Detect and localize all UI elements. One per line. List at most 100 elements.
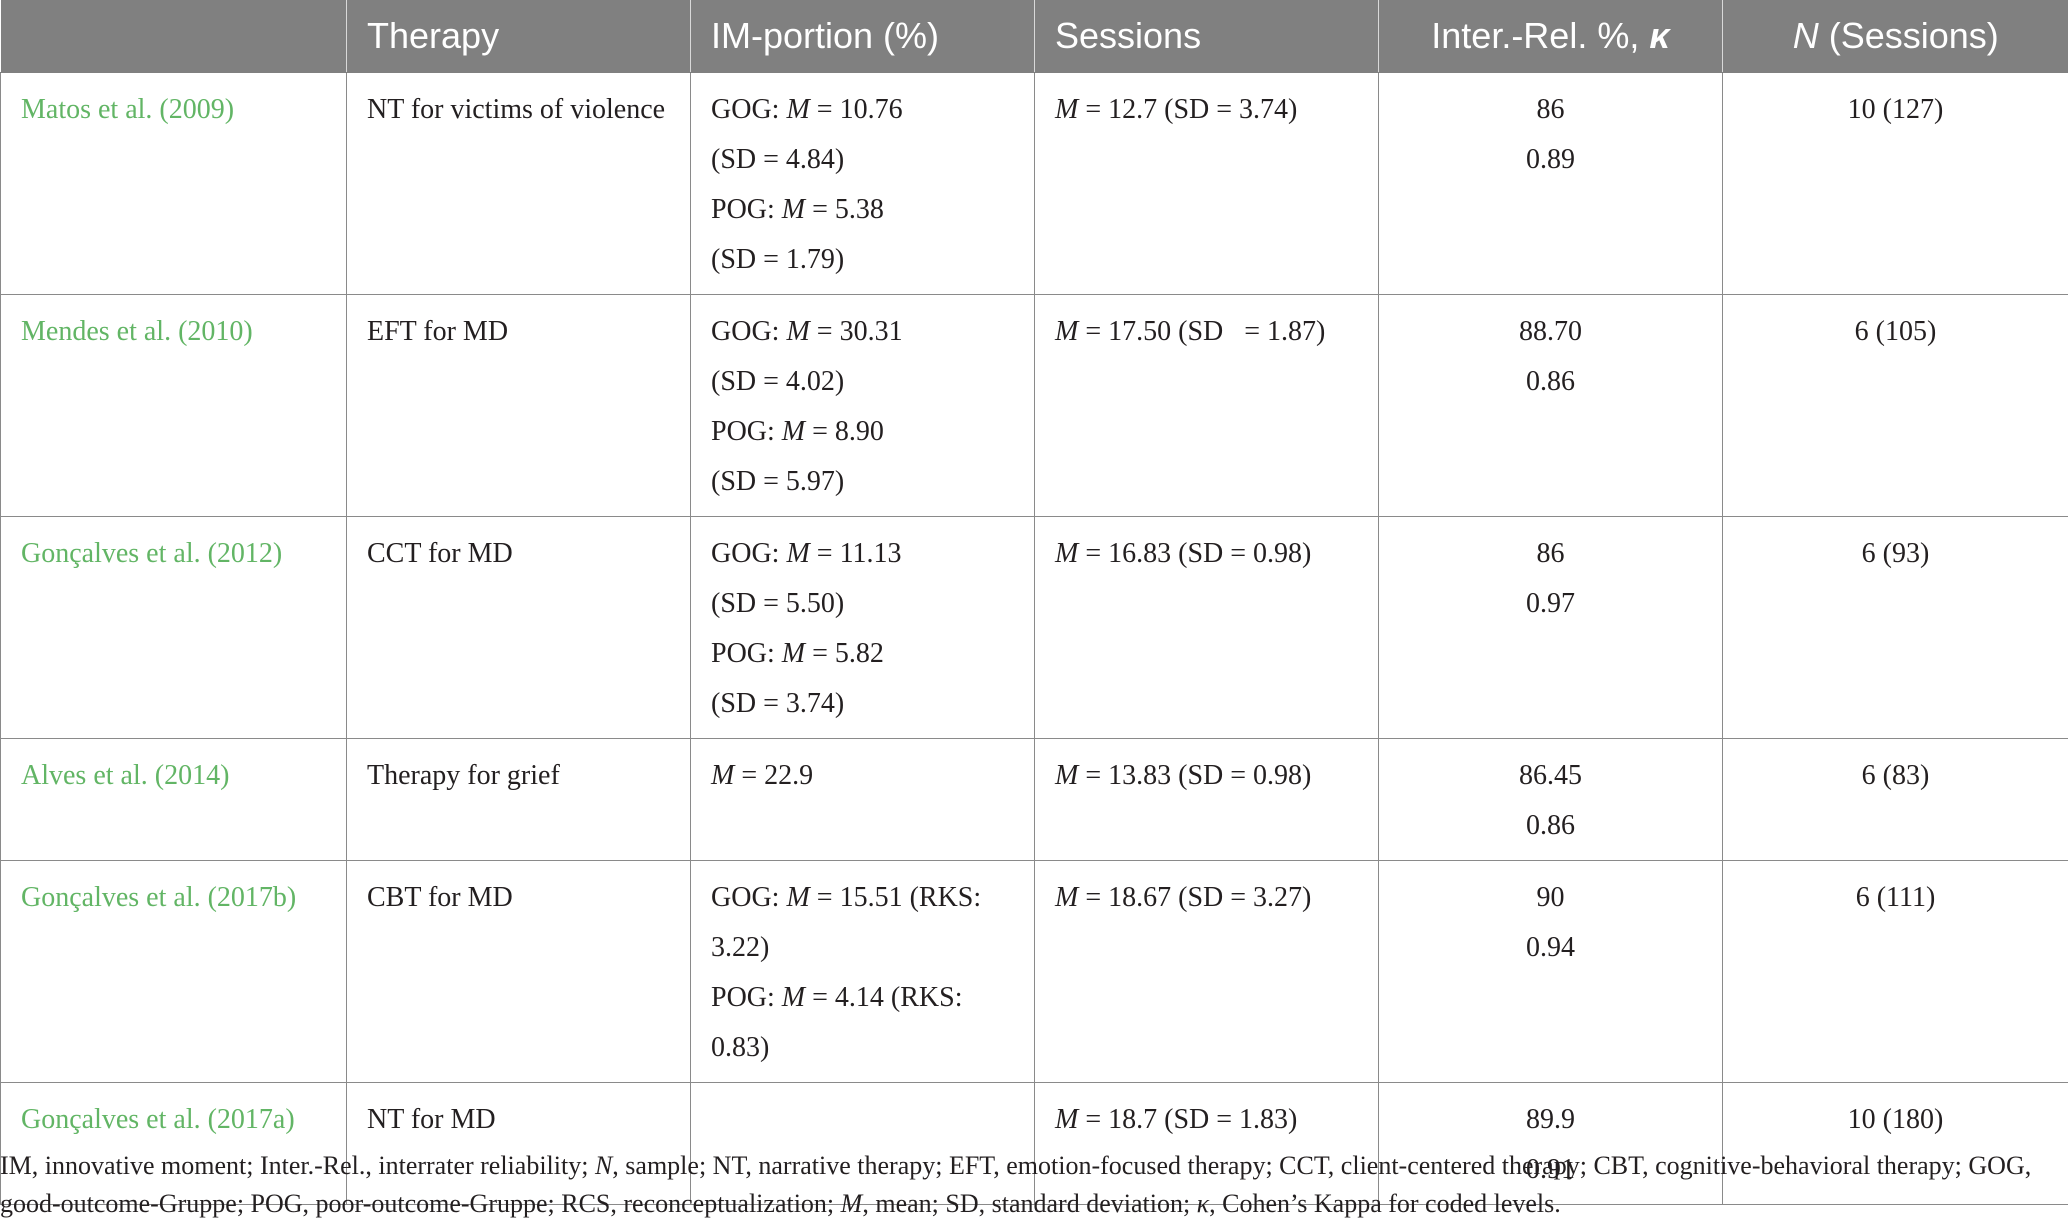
sessions-value: = 12.7 (SD = 3.74) bbox=[1078, 94, 1298, 125]
im-line: GOG: M = 30.31 bbox=[711, 307, 1014, 357]
study-link[interactable]: Gonçalves et al. (2017b) bbox=[0, 860, 347, 1083]
sessions-value: = 13.83 (SD = 0.98) bbox=[1078, 760, 1312, 791]
study-link[interactable]: Alves et al. (2014) bbox=[0, 738, 347, 861]
im-group-label: GOG: bbox=[711, 882, 787, 913]
im-value: = 5.38 bbox=[805, 194, 884, 225]
im-mean-symbol: M bbox=[786, 94, 810, 125]
footnote-kappa-symbol: κ bbox=[1196, 1189, 1210, 1218]
therapy-cell: CCT for MD bbox=[346, 516, 691, 739]
im-line: (SD = 1.79) bbox=[711, 244, 845, 275]
footnote-m-symbol: M bbox=[840, 1189, 863, 1218]
im-portion-cell: GOG: M = 10.76 (SD = 4.84) POG: M = 5.38… bbox=[690, 72, 1035, 295]
im-portion-cell: GOG: M = 30.31 (SD = 4.02) POG: M = 8.90… bbox=[690, 294, 1035, 517]
table-row: Gonçalves et al. (2017a) NT for MD M = 1… bbox=[0, 1082, 2068, 1205]
im-line: GOG: M = 10.76 bbox=[711, 85, 1014, 135]
sessions-cell: M = 17.50 (SD = 1.87) bbox=[1034, 294, 1379, 517]
header-inter-rel: Inter.-Rel. %, κ bbox=[1378, 0, 1723, 73]
inter-rel-percent: 89.9 bbox=[1526, 1104, 1575, 1135]
im-line: POG: M = 5.38 bbox=[711, 185, 1014, 235]
therapy-cell: EFT for MD bbox=[346, 294, 691, 517]
sessions-mean-symbol: M bbox=[1055, 316, 1079, 347]
im-line: (SD = 5.97) bbox=[711, 466, 845, 497]
n-sessions-cell: 10 (180) bbox=[1722, 1082, 2068, 1205]
im-value: = 30.31 bbox=[809, 316, 903, 347]
im-group-label: GOG: bbox=[711, 316, 787, 347]
table-row: Matos et al. (2009) NT for victims of vi… bbox=[0, 72, 2068, 295]
inter-rel-cell: 88.70 0.86 bbox=[1378, 294, 1723, 517]
n-sessions-cell: 6 (111) bbox=[1722, 860, 2068, 1083]
therapy-cell: Therapy for grief bbox=[346, 738, 691, 861]
footnote-text: , mean; SD, standard deviation; bbox=[862, 1189, 1197, 1218]
header-n-sessions: N (Sessions) bbox=[1722, 0, 2068, 73]
im-value: = 5.82 bbox=[805, 638, 884, 669]
im-mean-symbol: M bbox=[711, 760, 735, 791]
sessions-value: = 16.83 (SD = 0.98) bbox=[1078, 538, 1312, 569]
study-link[interactable]: Mendes et al. (2010) bbox=[0, 294, 347, 517]
inter-rel-cell: 89.9 0.91 bbox=[1378, 1082, 1723, 1205]
im-mean-symbol: M bbox=[786, 538, 810, 569]
sessions-value: = 18.7 (SD = 1.83) bbox=[1078, 1104, 1298, 1135]
therapy-cell: CBT for MD bbox=[346, 860, 691, 1083]
im-portion-cell: GOG: M = 15.51 (RKS: 3.22) POG: M = 4.14… bbox=[690, 860, 1035, 1083]
study-link[interactable]: Gonçalves et al. (2012) bbox=[0, 516, 347, 739]
n-sessions-cell: 6 (105) bbox=[1722, 294, 2068, 517]
im-line: 3.22) bbox=[711, 932, 770, 963]
header-study bbox=[0, 0, 347, 73]
header-sessions: Sessions bbox=[1034, 0, 1379, 73]
im-line: POG: M = 4.14 (RKS: bbox=[711, 973, 1014, 1023]
sessions-cell: M = 12.7 (SD = 3.74) bbox=[1034, 72, 1379, 295]
im-line: POG: M = 5.82 bbox=[711, 629, 1014, 679]
sessions-cell: M = 13.83 (SD = 0.98) bbox=[1034, 738, 1379, 861]
im-value: = 22.9 bbox=[734, 760, 814, 791]
im-group-label: POG: bbox=[711, 194, 782, 225]
inter-rel-kappa: 0.86 bbox=[1526, 810, 1575, 841]
im-mean-symbol: M bbox=[781, 638, 806, 669]
sessions-mean-symbol: M bbox=[1055, 1104, 1079, 1135]
study-link[interactable]: Matos et al. (2009) bbox=[0, 72, 347, 295]
header-inter-rel-text: Inter.-Rel. %, bbox=[1431, 15, 1650, 56]
sessions-cell: M = 18.67 (SD = 3.27) bbox=[1034, 860, 1379, 1083]
inter-rel-percent: 86.45 bbox=[1519, 760, 1582, 791]
table-row: Alves et al. (2014) Therapy for grief M … bbox=[0, 738, 2068, 861]
im-value: = 11.13 bbox=[809, 538, 902, 569]
im-line: POG: M = 8.90 bbox=[711, 407, 1014, 457]
inter-rel-percent: 86 bbox=[1536, 538, 1565, 569]
im-line: 0.83) bbox=[711, 1032, 770, 1063]
im-mean-symbol: M bbox=[786, 316, 810, 347]
n-sessions-cell: 6 (93) bbox=[1722, 516, 2068, 739]
inter-rel-cell: 86.45 0.86 bbox=[1378, 738, 1723, 861]
im-line: (SD = 3.74) bbox=[711, 688, 845, 719]
im-line: (SD = 4.84) bbox=[711, 144, 845, 175]
studies-table: Therapy IM-portion (%) Sessions Inter.-R… bbox=[0, 0, 2068, 1205]
im-portion-cell: GOG: M = 11.13 (SD = 5.50) POG: M = 5.82… bbox=[690, 516, 1035, 739]
therapy-cell: NT for MD bbox=[346, 1082, 691, 1205]
im-line: (SD = 4.02) bbox=[711, 366, 845, 397]
inter-rel-cell: 86 0.89 bbox=[1378, 72, 1723, 295]
sessions-mean-symbol: M bbox=[1055, 760, 1079, 791]
inter-rel-percent: 88.70 bbox=[1519, 316, 1582, 347]
table-row: Mendes et al. (2010) EFT for MD GOG: M =… bbox=[0, 294, 2068, 517]
sessions-value: = 18.67 (SD = 3.27) bbox=[1078, 882, 1312, 913]
sessions-cell: M = 18.7 (SD = 1.83) bbox=[1034, 1082, 1379, 1205]
therapy-cell: NT for victims of violence bbox=[346, 72, 691, 295]
inter-rel-kappa: 0.89 bbox=[1526, 144, 1575, 175]
im-value: = 10.76 bbox=[809, 94, 903, 125]
table-row: Gonçalves et al. (2017b) CBT for MD GOG:… bbox=[0, 860, 2068, 1083]
table-body: Matos et al. (2009) NT for victims of vi… bbox=[0, 72, 2068, 1205]
footnote-text: IM, innovative moment; Inter.-Rel., inte… bbox=[0, 1151, 595, 1180]
inter-rel-kappa: 0.86 bbox=[1526, 366, 1575, 397]
table-header: Therapy IM-portion (%) Sessions Inter.-R… bbox=[0, 0, 2068, 73]
inter-rel-kappa: 0.97 bbox=[1526, 588, 1575, 619]
im-group-label: GOG: bbox=[711, 94, 787, 125]
im-group-label: GOG: bbox=[711, 538, 787, 569]
table-row: Gonçalves et al. (2012) CCT for MD GOG: … bbox=[0, 516, 2068, 739]
im-value: = 4.14 (RKS: bbox=[805, 982, 963, 1013]
n-sessions-cell: 6 (83) bbox=[1722, 738, 2068, 861]
footnote-n-symbol: N bbox=[594, 1151, 613, 1180]
sessions-value: = 17.50 (SD = 1.87) bbox=[1078, 316, 1326, 347]
sessions-mean-symbol: M bbox=[1055, 94, 1079, 125]
im-value: = 8.90 bbox=[805, 416, 884, 447]
study-link[interactable]: Gonçalves et al. (2017a) bbox=[0, 1082, 347, 1205]
header-row: Therapy IM-portion (%) Sessions Inter.-R… bbox=[0, 0, 2068, 73]
inter-rel-kappa: 0.94 bbox=[1526, 932, 1575, 963]
